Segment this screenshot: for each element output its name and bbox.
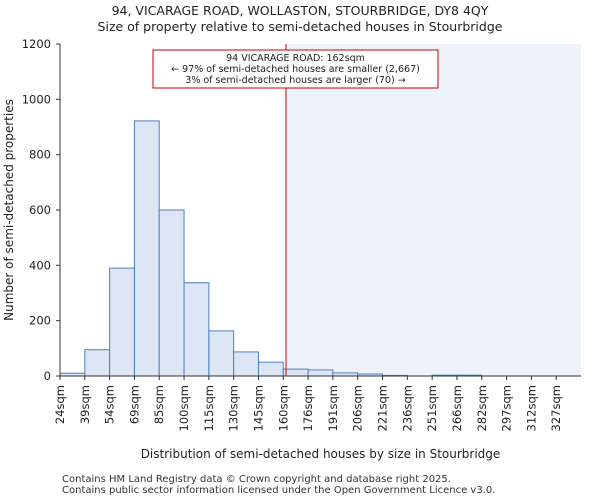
- footer-licence: Contains public sector information licen…: [62, 485, 496, 496]
- chart-title: 94, VICARAGE ROAD, WOLLASTON, STOURBRIDG…: [111, 3, 489, 18]
- x-tick-label: 85sqm: [152, 385, 166, 424]
- x-tick-label: 221sqm: [376, 385, 390, 431]
- larger-properties-region: [285, 44, 581, 376]
- x-tick-label: 130sqm: [227, 385, 241, 431]
- annotation-box-frame: [152, 49, 439, 89]
- x-tick-label: 176sqm: [301, 385, 315, 431]
- bar-115sqm: [208, 330, 235, 377]
- x-tick-label: 100sqm: [177, 385, 191, 431]
- x-tick-label: 282sqm: [475, 385, 489, 431]
- x-tick-label: 24sqm: [53, 385, 67, 424]
- bar-145sqm: [257, 361, 284, 377]
- x-tick-label: 145sqm: [251, 385, 265, 431]
- bar-160sqm: [282, 368, 309, 377]
- y-tick-label: 1000: [22, 92, 51, 106]
- bar-85sqm: [158, 209, 185, 377]
- bar-69sqm: [133, 120, 160, 377]
- x-tick-label: 160sqm: [276, 385, 290, 431]
- x-tick-label: 69sqm: [127, 385, 141, 424]
- x-tick-label: 297sqm: [500, 385, 514, 431]
- y-tick-label: 0: [44, 369, 51, 383]
- y-tick-label: 200: [29, 314, 51, 328]
- x-tick-label: 251sqm: [425, 385, 439, 431]
- bar-39sqm: [84, 349, 111, 377]
- y-axis-label: Number of semi-detached properties: [2, 99, 16, 321]
- bar-100sqm: [183, 282, 210, 377]
- y-tick-label: 1200: [22, 37, 51, 51]
- bar-130sqm: [233, 351, 259, 377]
- x-tick-label: 206sqm: [351, 385, 365, 431]
- y-tick-label: 600: [29, 203, 51, 217]
- chart-subtitle: Size of property relative to semi-detach…: [97, 19, 503, 34]
- annotation-line-3: 3% of semi-detached houses are larger (7…: [185, 75, 405, 86]
- annotation-line-1: 94 VICARAGE ROAD: 162sqm: [226, 53, 365, 64]
- y-tick-label: 400: [29, 258, 51, 272]
- annotation-box: 94 VICARAGE ROAD: 162sqm ← 97% of semi-d…: [152, 49, 439, 89]
- x-tick-label: 191sqm: [326, 385, 340, 431]
- x-axis-label: Distribution of semi-detached houses by …: [141, 447, 501, 461]
- x-tick-label: 312sqm: [524, 385, 538, 431]
- y-tick-label: 800: [29, 148, 51, 162]
- x-tick-label: 236sqm: [400, 385, 414, 431]
- x-tick-label: 266sqm: [450, 385, 464, 431]
- bar-54sqm: [109, 267, 135, 377]
- x-tick-label: 39sqm: [78, 385, 92, 424]
- x-tick-label: 327sqm: [549, 385, 563, 431]
- bar-176sqm: [307, 369, 334, 377]
- x-tick-label: 115sqm: [202, 385, 216, 431]
- annotation-line-2: ← 97% of semi-detached houses are smalle…: [171, 64, 420, 75]
- footer-copyright: Contains HM Land Registry data © Crown c…: [62, 474, 451, 485]
- x-tick-label: 54sqm: [103, 385, 117, 424]
